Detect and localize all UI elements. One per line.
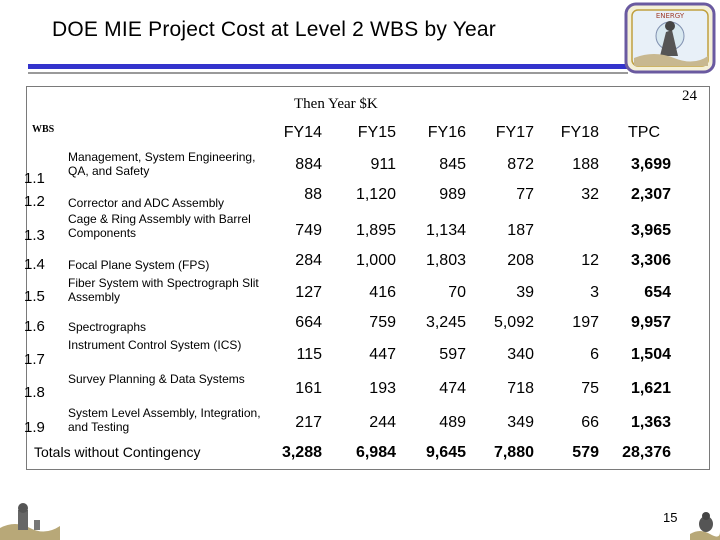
table-cell-fy14: 115: [296, 346, 322, 363]
table-cell-fy18: 12: [581, 252, 599, 269]
table-cell-fy15: 193: [369, 380, 396, 397]
wbs-description: Fiber System with Spectrograph Slit Asse…: [68, 276, 259, 304]
wbs-number: 1.9: [24, 419, 45, 436]
wbs-number: 1.4: [24, 256, 45, 273]
table-cell-fy18: 188: [572, 156, 599, 173]
table-cell-tpc: 1,504: [630, 346, 671, 363]
column-header-fy16: FY16: [427, 124, 466, 141]
table-cell-fy15: 244: [369, 414, 396, 431]
table-cell-tpc: 654: [644, 284, 671, 301]
table-cell-fy17: 872: [507, 156, 534, 173]
table-cell-tpc: 1,621: [630, 380, 671, 397]
table-cell-fy17: 349: [507, 414, 534, 431]
table-cell-fy18: 75: [581, 380, 599, 397]
table-cell-fy16: 474: [439, 380, 466, 397]
table-cell-fy14: 884: [295, 156, 322, 173]
creature-corner-icon: [690, 512, 720, 540]
slide-number-top: 24: [682, 88, 697, 104]
table-cell-fy18: 3: [590, 284, 599, 301]
table-cell-tpc: 3,306: [630, 252, 671, 269]
table-cell-tpc: 3,965: [630, 222, 671, 239]
wbs-description: Management, System Engineering, QA, and …: [68, 150, 256, 178]
column-header-fy17: FY17: [495, 124, 534, 141]
page-number: 15: [663, 510, 678, 525]
table-cell-fy16: 3,245: [425, 314, 466, 331]
table-cell-fy14: 284: [295, 252, 322, 269]
wbs-header: WBS: [32, 124, 55, 135]
table-cell-fy14: 127: [295, 284, 322, 301]
table-cell-fy16: 845: [439, 156, 466, 173]
table-cell-fy17: 718: [507, 380, 534, 397]
wbs-description: System Level Assembly, Integration, and …: [68, 406, 261, 434]
table-cell-tpc: 1,363: [630, 414, 671, 431]
wbs-number: 1.2: [24, 193, 45, 210]
table-cell-fy16: 989: [439, 186, 466, 203]
column-header-tpc: TPC: [628, 124, 660, 141]
table-cell-fy18: 32: [581, 186, 599, 203]
totals-cell-tpc: 28,376: [622, 444, 671, 461]
column-header-fy15: FY15: [357, 124, 396, 141]
table-cell-fy16: 489: [439, 414, 466, 431]
table-cell-fy18: 66: [581, 414, 599, 431]
wbs-description: Instrument Control System (ICS): [68, 338, 242, 352]
slide-title: DOE MIE Project Cost at Level 2 WBS by Y…: [52, 18, 496, 41]
table-cell-fy14: 749: [295, 222, 322, 239]
wbs-number: 1.1: [24, 170, 45, 187]
table-cell-fy15: 1,120: [355, 186, 396, 203]
table-cell-fy15: 447: [369, 346, 396, 363]
wbs-number: 1.8: [24, 384, 45, 401]
table-cell-tpc: 3,699: [630, 156, 671, 173]
table-cell-fy17: 340: [507, 346, 534, 363]
table-cell-fy16: 1,803: [425, 252, 466, 269]
table-cell-tpc: 2,307: [630, 186, 671, 203]
table-cell-fy18: 197: [572, 314, 599, 331]
totals-label: Totals without Contingency: [34, 444, 201, 460]
title-rule-blue: [28, 64, 628, 69]
table-cell-fy15: 1,000: [355, 252, 396, 269]
wbs-description: Corrector and ADC Assembly: [68, 196, 225, 210]
table-cell-fy17: 5,092: [493, 314, 534, 331]
energy-logo-icon: ENERGY: [624, 2, 716, 74]
wbs-description: Survey Planning & Data Systems: [68, 372, 245, 386]
table-cell-fy15: 416: [369, 284, 396, 301]
table-cell-fy15: 1,895: [355, 222, 396, 239]
totals-cell-fy17: 7,880: [493, 444, 534, 461]
wbs-description: Spectrographs: [68, 320, 147, 334]
wbs-number: 1.6: [24, 318, 45, 335]
observatory-corner-icon: [0, 503, 60, 540]
totals-cell-fy15: 6,984: [355, 444, 396, 461]
table-cell-fy18: 6: [590, 346, 599, 363]
wbs-description: Focal Plane System (FPS): [68, 258, 210, 272]
column-header-fy14: FY14: [283, 124, 322, 141]
table-cell-fy17: 187: [507, 222, 534, 239]
table-cell-fy14: 88: [304, 186, 322, 203]
table-cell-fy17: 77: [516, 186, 534, 203]
svg-text:ENERGY: ENERGY: [656, 12, 685, 20]
title-rule-gray: [28, 72, 628, 74]
table-cell-fy14: 161: [295, 380, 322, 397]
totals-cell-fy16: 9,645: [425, 444, 466, 461]
table-cell-fy16: 1,134: [425, 222, 466, 239]
table-cell-fy17: 39: [516, 284, 534, 301]
table-cell-fy14: 217: [295, 414, 322, 431]
table-cell-fy16: 70: [448, 284, 466, 301]
wbs-number: 1.5: [24, 288, 45, 305]
table-cell-fy14: 664: [295, 314, 322, 331]
table-cell-fy15: 759: [369, 314, 396, 331]
table-frame: [26, 86, 710, 470]
wbs-number: 1.3: [24, 227, 45, 244]
wbs-description: Cage & Ring Assembly with Barrel Compone…: [68, 212, 251, 240]
table-cell-tpc: 9,957: [630, 314, 671, 331]
table-cell-fy16: 597: [439, 346, 466, 363]
table-cell-fy17: 208: [507, 252, 534, 269]
table-cell-fy15: 911: [370, 156, 396, 173]
totals-cell-fy18: 579: [572, 444, 599, 461]
totals-cell-fy14: 3,288: [281, 444, 322, 461]
subtitle: Then Year $K: [294, 96, 378, 112]
column-header-fy18: FY18: [560, 124, 599, 141]
wbs-number: 1.7: [24, 351, 45, 368]
